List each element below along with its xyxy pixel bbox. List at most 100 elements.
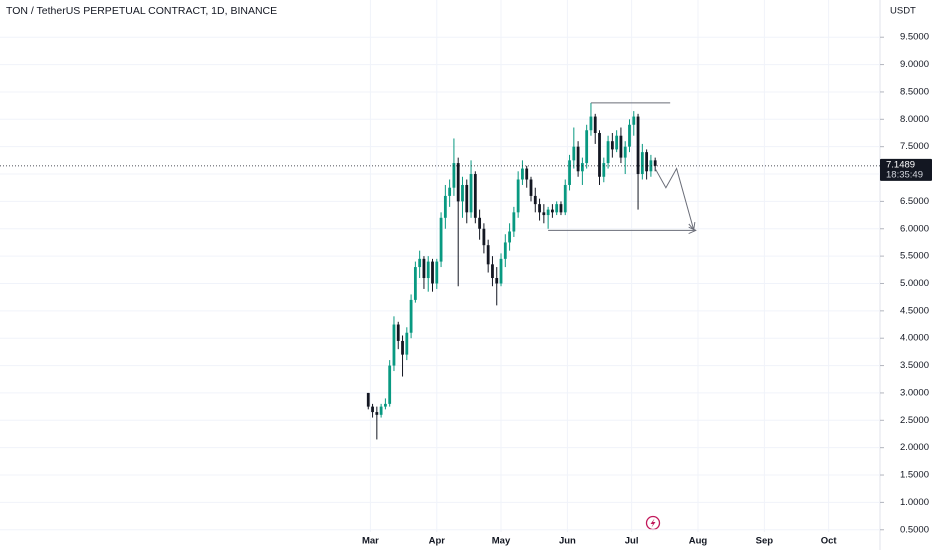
candle-body [521, 168, 524, 180]
y-tick-label: 0.5000 [900, 524, 929, 535]
candle-body [610, 141, 614, 150]
candle-body [538, 204, 541, 213]
y-tick-label: 6.0000 [900, 223, 929, 234]
candle-body [409, 299, 413, 333]
candle-body [598, 132, 601, 177]
candle-body [649, 160, 653, 172]
y-tick-label: 9.0000 [900, 59, 929, 70]
y-tick-label: 4.0000 [900, 333, 929, 344]
candle-body [645, 152, 649, 172]
candle-body [503, 242, 507, 259]
y-tick-label: 2.5000 [900, 415, 929, 426]
y-tick-label: 5.5000 [900, 251, 929, 262]
candle-body [615, 135, 619, 150]
candle-body [542, 212, 546, 216]
candles [366, 102, 657, 440]
candle-body [563, 184, 567, 213]
candle-body [529, 179, 533, 196]
candle-body [602, 163, 606, 177]
x-tick-label: Aug [689, 536, 708, 547]
candle-body [495, 278, 499, 284]
x-tick-label: Jun [559, 536, 576, 547]
candle-body [465, 184, 469, 213]
candle-body [551, 209, 554, 213]
candle-body [512, 212, 516, 232]
y-tick-label: 2.0000 [900, 442, 929, 453]
candle-body [375, 412, 379, 415]
candle-body [585, 130, 589, 164]
candle-body [580, 163, 584, 172]
chart-title: TON / TetherUS PERPETUAL CONTRACT, 1D, B… [6, 5, 277, 17]
candle-body [439, 217, 443, 262]
candle-body [388, 365, 392, 404]
candle-body [628, 124, 631, 147]
candle-body [636, 116, 640, 175]
candle-body [435, 261, 439, 284]
y-tick-label: 9.5000 [900, 32, 929, 43]
candle-body [525, 168, 529, 180]
candle-body [431, 261, 434, 284]
candle-body [422, 258, 426, 279]
candle-body [396, 324, 400, 341]
y-tick-label: 6.5000 [900, 196, 929, 207]
candle-body [589, 116, 593, 131]
candle-body [469, 174, 473, 213]
candle-body [392, 324, 396, 366]
candle-body [461, 184, 464, 202]
candle-body [456, 163, 460, 202]
candle-body [572, 146, 576, 161]
candle-body [632, 116, 636, 125]
y-tick-label: 4.5000 [900, 305, 929, 316]
candle-body [371, 406, 374, 413]
x-tick-label: Oct [821, 536, 838, 547]
y-tick-label: 8.5000 [900, 86, 929, 97]
y-tick-label: 1.0000 [900, 497, 929, 508]
grid [0, 0, 880, 532]
candle-body [508, 231, 511, 243]
candle-body [533, 195, 537, 205]
candle-body [619, 135, 623, 158]
candle-body [405, 332, 409, 355]
candle-body [478, 217, 482, 229]
last-price-box [880, 158, 932, 181]
x-tick-label: May [492, 536, 511, 547]
candle-body [593, 116, 597, 133]
candle-body [568, 160, 571, 185]
x-tick-label: Mar [362, 536, 379, 547]
x-tick-label: Sep [756, 536, 774, 547]
candle-body [448, 187, 452, 196]
countdown-label: 18:35:49 [886, 169, 923, 180]
candle-body [623, 146, 627, 158]
candle-body [559, 204, 563, 213]
candle-body [379, 406, 383, 415]
y-tick-label: 8.0000 [900, 114, 929, 125]
x-tick-label: Jul [625, 536, 639, 547]
candle-body [366, 392, 370, 407]
candle-body [482, 228, 486, 246]
candle-body [555, 204, 559, 213]
candle-body [473, 174, 477, 218]
candle-body [418, 258, 422, 268]
candle-body [491, 264, 494, 279]
candle-body [576, 146, 580, 172]
candle-body [653, 160, 657, 166]
drawing-line [654, 167, 694, 230]
candle-body [546, 209, 550, 216]
y-tick-label: 3.5000 [900, 360, 929, 371]
y-tick-label: 1.5000 [900, 470, 929, 481]
candle-body [516, 179, 520, 213]
candle-body [401, 340, 404, 355]
y-tick-label: 5.0000 [900, 278, 929, 289]
y-tick-label: 7.5000 [900, 141, 929, 152]
x-tick-label: Apr [429, 536, 446, 547]
candle-body [452, 163, 456, 188]
bolt-glyph[interactable] [650, 518, 656, 528]
candle-body [384, 403, 387, 407]
candle-body [640, 152, 644, 175]
candle-body [606, 141, 610, 164]
currency-label: USDT [890, 6, 916, 17]
candle-body [486, 245, 490, 265]
candle-body [413, 267, 417, 300]
